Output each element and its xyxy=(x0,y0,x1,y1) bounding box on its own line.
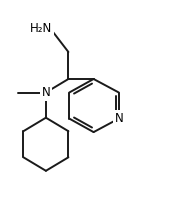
Text: N: N xyxy=(42,86,50,99)
Text: H₂N: H₂N xyxy=(30,22,52,35)
Text: N: N xyxy=(114,112,123,125)
